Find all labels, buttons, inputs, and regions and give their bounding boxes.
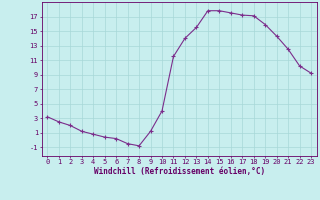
X-axis label: Windchill (Refroidissement éolien,°C): Windchill (Refroidissement éolien,°C) xyxy=(94,167,265,176)
